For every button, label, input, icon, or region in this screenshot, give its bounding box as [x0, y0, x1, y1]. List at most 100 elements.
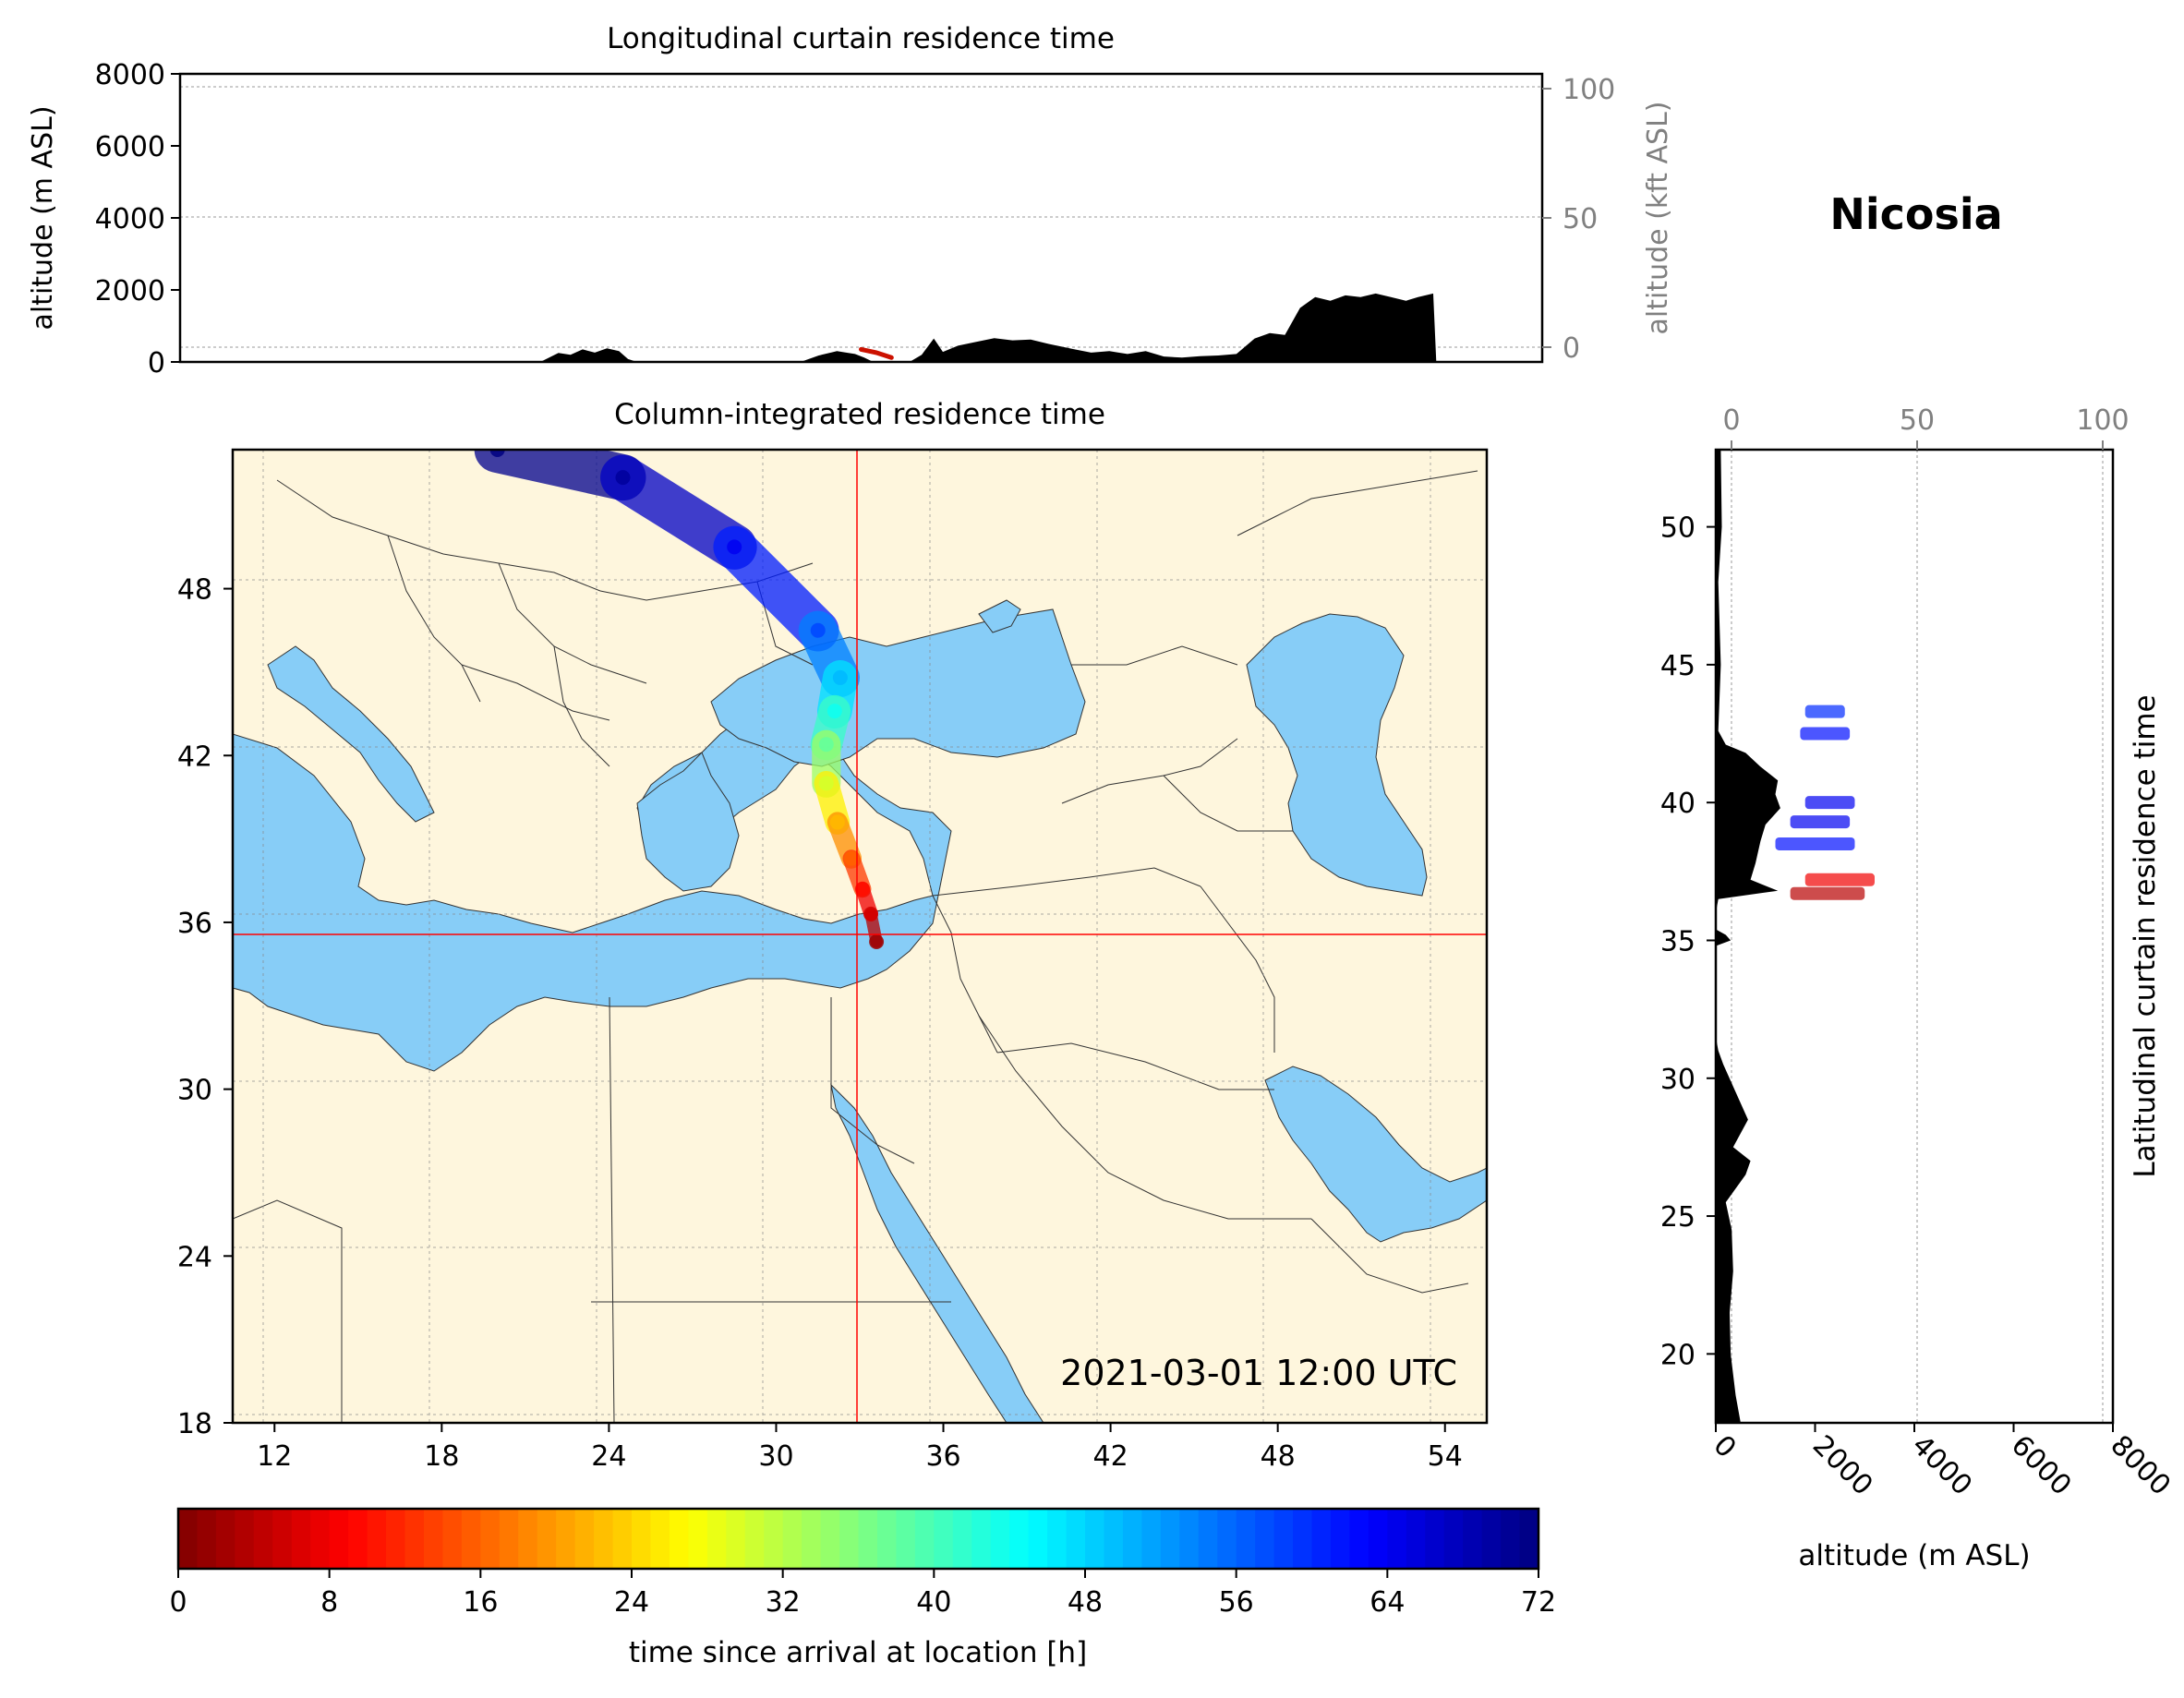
colorbar-label: time since arrival at location [h]	[629, 1636, 1087, 1669]
longitudinal-y-tick-right-label: 0	[1563, 332, 1580, 365]
colorbar-segment	[1028, 1509, 1048, 1569]
colorbar-tick-label: 48	[1068, 1586, 1103, 1619]
latitudinal-y-tick-label: 35	[1660, 925, 1695, 957]
colorbar-frame	[176, 1507, 1540, 1571]
plume-point	[843, 850, 859, 866]
colorbar-segment	[367, 1509, 387, 1569]
colorbar-segment	[1519, 1509, 1539, 1569]
colorbar-segment	[423, 1509, 444, 1569]
map-borders	[233, 470, 1478, 1423]
colorbar-segment	[839, 1509, 860, 1569]
latitudinal-x-tick-label: 4000	[1905, 1429, 1978, 1502]
map-x-tick-label: 30	[758, 1440, 793, 1473]
colorbar-ticks: 0 8 16 24 32 40 48 56 64 72	[169, 1569, 1556, 1619]
colorbar-segment	[461, 1509, 481, 1569]
colorbar-segment	[632, 1509, 652, 1569]
timestamp-label: 2021-03-01 12:00 UTC	[1060, 1353, 1457, 1393]
aegean-sea	[636, 752, 740, 892]
plume-point	[727, 539, 742, 555]
longitudinal-y-tick-label: 6000	[95, 131, 165, 163]
latitudinal-plume-blob	[1804, 704, 1845, 718]
longitudinal-y-tick-label: 2000	[95, 275, 165, 307]
colorbar-segment	[1273, 1509, 1294, 1569]
latitudinal-curtain-panel: 0 2000 4000 6000 8000 0 50 100 20253035404550 …	[1660, 404, 2177, 1572]
persian-gulf	[1264, 1066, 1487, 1243]
black-sea	[710, 608, 1086, 767]
colorbar-segment	[1406, 1509, 1426, 1569]
latitudinal-plume-blob	[1804, 873, 1875, 886]
colorbar-segment	[1349, 1509, 1370, 1569]
longitudinal-y-tick-label: 4000	[95, 203, 165, 235]
latitudinal-x-ticks-top: 0 50 100	[1722, 404, 2130, 450]
map-y-tick-label: 42	[177, 741, 212, 773]
colorbar-segment	[1293, 1509, 1313, 1569]
map-axes-frame	[231, 448, 1489, 1425]
plume-segment	[600, 454, 757, 570]
adriatic-sea	[267, 645, 435, 823]
colorbar-tick-label: 16	[463, 1586, 498, 1619]
map-x-tick-label: 54	[1428, 1440, 1463, 1473]
latitudinal-x-tick-label: 2000	[1806, 1429, 1879, 1502]
colorbar-segment	[329, 1509, 349, 1569]
colorbar-segment	[215, 1509, 235, 1569]
longitudinal-title: Longitudinal curtain residence time	[607, 22, 1115, 55]
colorbar-segment	[442, 1509, 463, 1569]
colorbar-segment	[1481, 1509, 1502, 1569]
colorbar-segment	[235, 1509, 255, 1569]
colorbar-segment	[291, 1509, 311, 1569]
plume-point	[810, 622, 826, 638]
plume-point	[832, 669, 848, 685]
plume-point	[829, 814, 845, 830]
colorbar-segment	[1066, 1509, 1086, 1569]
map-water-bodies	[233, 599, 1487, 1423]
colorbar-segment	[404, 1509, 425, 1569]
plume-point	[855, 881, 871, 897]
longitudinal-y-ticks: 0 2000 4000 6000 8000	[95, 59, 180, 379]
map-x-tick-label: 36	[925, 1440, 960, 1473]
colorbar-segment	[612, 1509, 633, 1569]
latitudinal-plume-blob	[1790, 886, 1865, 900]
latitudinal-axes-frame	[1714, 448, 2115, 1425]
colorbar-tick-label: 8	[320, 1586, 338, 1619]
colorbar-segment	[310, 1509, 331, 1569]
map-x-tick-label: 24	[591, 1440, 626, 1473]
colorbar-segment	[1330, 1509, 1351, 1569]
latitudinal-x-tick-label: 6000	[2005, 1429, 2078, 1502]
colorbar-segment	[971, 1509, 992, 1569]
latitudinal-plume-blob	[1775, 837, 1855, 850]
longitudinal-y-tick-label: 0	[148, 347, 165, 379]
station-title: Nicosia	[1829, 189, 2002, 239]
colorbar-tick-label: 72	[1521, 1586, 1556, 1619]
colorbar-segment	[914, 1509, 935, 1569]
latitudinal-x-tick-label: 0	[1707, 1429, 1742, 1464]
colorbar-segment	[1160, 1509, 1180, 1569]
colorbar-segment	[1368, 1509, 1388, 1569]
latitudinal-plume-blob	[1790, 815, 1851, 829]
latitudinal-x-ticks: 0 2000 4000 6000 8000	[1707, 1423, 2177, 1502]
colorbar-segment	[820, 1509, 840, 1569]
colorbar-tick-label: 40	[916, 1586, 951, 1619]
map-y-tick-label: 24	[177, 1241, 212, 1273]
colorbar-tick-label: 64	[1370, 1586, 1405, 1619]
map-x-tick-label: 18	[424, 1440, 459, 1473]
colorbar-segment	[1104, 1509, 1124, 1569]
longitudinal-y-tick-right-label: 50	[1563, 203, 1598, 235]
longitudinal-plume	[859, 346, 894, 360]
longitudinal-y-ticks-right: 0 50 100	[1542, 74, 1615, 365]
colorbar-segment	[1122, 1509, 1142, 1569]
longitudinal-ylabel-right: altitude (kft ASL)	[1642, 101, 1674, 334]
colorbar-segment	[1425, 1509, 1445, 1569]
latitudinal-y-tick-label: 40	[1660, 788, 1695, 820]
latitudinal-y-ticks: 20 25 30 35 40 45 50	[1660, 512, 1716, 1371]
colorbar-segment	[876, 1509, 898, 1569]
colorbar-segment	[934, 1509, 954, 1569]
latitudinal-x-tick-top-label: 50	[1900, 404, 1935, 437]
colorbar-segment	[858, 1509, 878, 1569]
latitudinal-x-tick-top-label: 0	[1722, 404, 1740, 437]
colorbar-segment	[1141, 1509, 1162, 1569]
longitudinal-ylabel: altitude (m ASL)	[27, 105, 59, 330]
latitudinal-plot-area	[1716, 450, 1875, 1423]
colorbar-segment	[896, 1509, 916, 1569]
colorbar-segment	[1198, 1509, 1218, 1569]
